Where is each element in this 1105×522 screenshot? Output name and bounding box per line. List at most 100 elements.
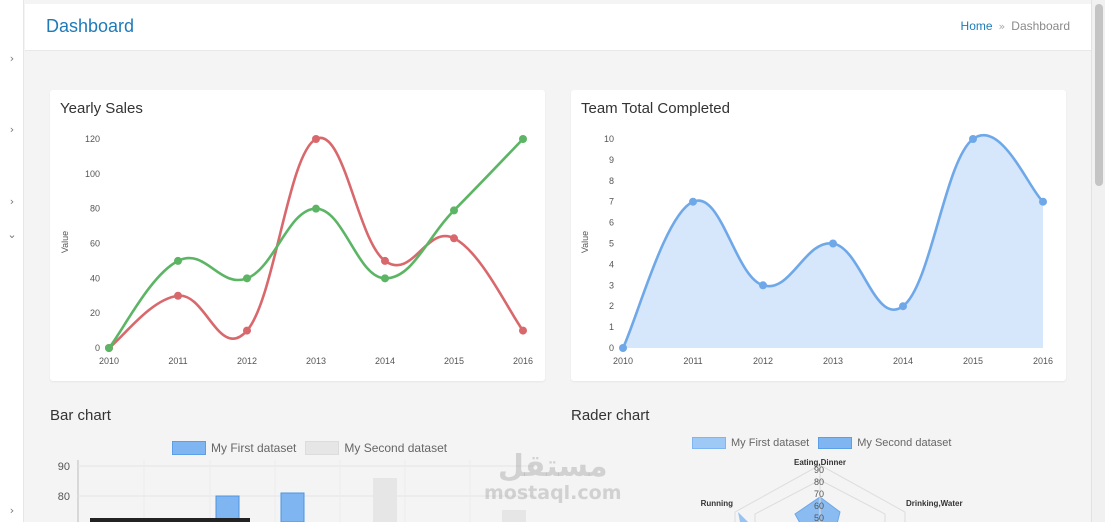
data-point	[105, 344, 113, 352]
data-point	[689, 197, 697, 206]
x-tick-label: 2011	[168, 356, 187, 366]
card-title: Yearly Sales	[60, 100, 143, 117]
legend-swatch	[692, 437, 726, 449]
x-tick-label: 2012	[237, 356, 257, 366]
y-tick-label: 7	[609, 197, 614, 207]
y-tick-label: 90	[58, 461, 70, 473]
legend-swatch	[172, 441, 206, 455]
data-point	[450, 206, 458, 215]
radar-area	[738, 512, 748, 522]
radar-tick-label: 50	[814, 513, 824, 522]
data-point	[381, 274, 389, 283]
legend-label: My First dataset	[211, 441, 297, 455]
y-axis-label: Value	[580, 231, 590, 253]
chevron-right-icon[interactable]: ›	[9, 123, 15, 136]
chevron-down-icon[interactable]: ⌄	[7, 228, 17, 241]
y-tick-label: 40	[90, 273, 100, 283]
x-tick-label: 2013	[306, 356, 326, 366]
legend-item[interactable]: My First dataset	[172, 441, 296, 455]
y-tick-label: 120	[85, 134, 100, 144]
legend-label: My Second dataset	[344, 441, 448, 455]
chevron-right-icon[interactable]: ›	[9, 52, 15, 65]
data-point	[381, 256, 389, 265]
legend-item[interactable]: My Second dataset	[818, 437, 951, 449]
data-point	[312, 135, 320, 143]
radar-grid	[754, 479, 886, 522]
series-line	[108, 136, 525, 350]
x-tick-label: 2013	[823, 356, 843, 366]
page-header: Dashboard Home » Dashboard	[25, 4, 1091, 51]
y-axis-label: Value	[60, 231, 70, 253]
breadcrumb-current: Dashboard	[1011, 19, 1070, 33]
page-title: Dashboard	[46, 16, 135, 36]
x-tick-label: 2012	[753, 356, 773, 366]
watermark-domain: mostaql.com	[484, 482, 622, 504]
radar-tick-label: 90	[814, 465, 824, 475]
radar-tick-label: 60	[814, 501, 824, 511]
bar	[373, 478, 397, 522]
y-tick-label: 4	[609, 259, 614, 269]
radar-axis-label: Eating,Dinner	[794, 458, 846, 467]
radar-chart-title: Rader chart	[571, 407, 650, 424]
data-point	[243, 274, 251, 283]
data-point	[174, 256, 182, 265]
data-point	[519, 135, 527, 143]
y-tick-label: 6	[609, 218, 614, 228]
breadcrumb-home-link[interactable]: Home	[960, 19, 993, 33]
y-tick-label: 80	[58, 491, 70, 503]
radar-grid	[734, 464, 906, 522]
legend-label: My Second dataset	[857, 437, 952, 449]
data-point	[174, 291, 182, 300]
data-point	[619, 344, 627, 352]
data-point	[969, 135, 977, 143]
bar-chart-legend: My First dataset My Second dataset	[172, 441, 456, 455]
data-point	[243, 326, 251, 335]
x-tick-label: 2011	[683, 356, 702, 366]
data-point	[519, 326, 527, 335]
legend-item[interactable]: My First dataset	[692, 437, 809, 449]
legend-item[interactable]: My Second dataset	[305, 441, 447, 455]
y-tick-label: 60	[90, 239, 100, 249]
legend-swatch	[818, 437, 853, 449]
scrollbar-thumb[interactable]	[1095, 4, 1103, 186]
y-tick-label: 9	[609, 155, 614, 165]
chevron-right-icon[interactable]: ›	[9, 504, 15, 517]
legend-label: My First dataset	[731, 437, 810, 449]
radar-axis-label: Running	[701, 499, 734, 508]
radar-tick-label: 80	[814, 477, 824, 487]
radar-tick-label: 70	[814, 489, 824, 499]
yearly-sales-chart: Value 0 20 40 60 80 100 120 2010 2011 2012 2013 201…	[60, 134, 533, 366]
data-point	[759, 281, 767, 290]
y-tick-label: 2	[609, 301, 614, 311]
bottom-strip	[90, 518, 250, 522]
breadcrumb: Home » Dashboard	[961, 19, 1070, 33]
page-scrollbar[interactable]	[1091, 0, 1105, 522]
bar-chart: 80 90	[58, 460, 535, 522]
breadcrumb-separator-icon: »	[998, 20, 1006, 33]
y-tick-label: 1	[609, 322, 614, 332]
x-tick-label: 2014	[375, 356, 395, 366]
y-tick-label: 8	[609, 176, 614, 186]
chevron-right-icon[interactable]: ›	[9, 195, 15, 208]
bar-chart-title: Bar chart	[50, 407, 111, 424]
y-tick-label: 100	[85, 169, 100, 179]
x-tick-label: 2010	[99, 356, 119, 366]
y-tick-label: 10	[604, 134, 614, 144]
radar-chart-legend: My First dataset My Second dataset	[692, 437, 960, 449]
bar	[280, 492, 305, 522]
data-point	[1039, 197, 1047, 206]
y-tick-label: 20	[90, 308, 100, 318]
radar-area	[794, 496, 841, 522]
data-point	[899, 302, 907, 311]
bar	[215, 495, 240, 522]
legend-swatch	[305, 441, 340, 455]
data-point	[450, 234, 458, 243]
x-tick-label: 2015	[444, 356, 464, 366]
series-area	[623, 135, 1043, 348]
left-rail: › › › ⌄ ›	[0, 0, 24, 522]
x-tick-label: 2016	[1033, 356, 1053, 366]
watermark-text: مستقل	[497, 449, 608, 484]
team-total-card: Team Total Completed Value 0 1 2 3 4 5 6 7 8 9 10 2…	[571, 90, 1066, 381]
x-tick-label: 2014	[893, 356, 913, 366]
x-tick-label: 2010	[613, 356, 633, 366]
